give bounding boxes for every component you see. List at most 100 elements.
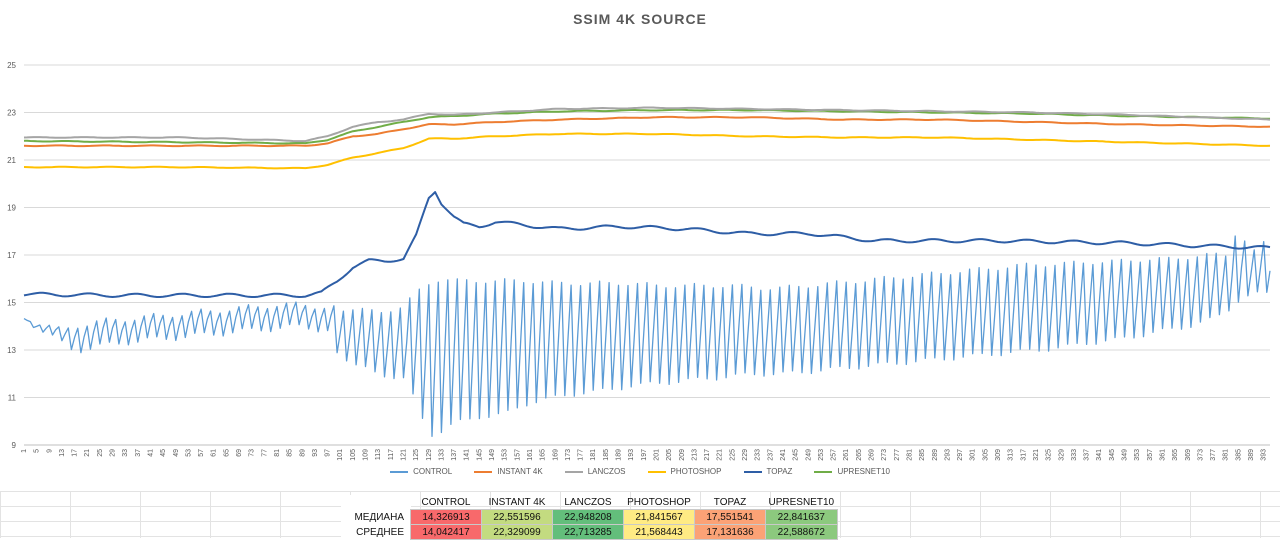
- x-tick-label: 53: [185, 449, 192, 457]
- legend-swatch: [474, 470, 493, 473]
- x-tick-label: 249: [805, 449, 812, 461]
- stats-cell[interactable]: 22,588672: [765, 524, 838, 540]
- x-tick-label: 93: [312, 449, 319, 457]
- stats-row-label[interactable]: СРЕДНЕЕ: [341, 524, 411, 540]
- legend-item-lanczos: LANCZOS: [564, 467, 626, 476]
- x-tick-label: 293: [944, 449, 951, 461]
- legend-item-photoshop: PHOTOSHOP: [647, 467, 722, 476]
- stats-row-label[interactable]: МЕДИАНА: [341, 509, 411, 525]
- stats-cell[interactable]: 21,841567: [623, 509, 695, 525]
- x-tick-label: 349: [1122, 449, 1129, 461]
- legend-label: PHOTOSHOP: [670, 467, 722, 476]
- stats-cell[interactable]: 17,551541: [694, 509, 766, 525]
- series-line-lanczos: [23, 106, 1271, 143]
- x-tick-label: 173: [565, 449, 572, 461]
- x-tick-label: 201: [653, 449, 660, 461]
- x-tick-label: 213: [691, 449, 698, 461]
- x-tick-label: 237: [767, 449, 774, 461]
- x-tick-label: 365: [1172, 449, 1179, 461]
- stats-cell[interactable]: 22,948208: [552, 509, 624, 525]
- x-tick-label: 285: [919, 449, 926, 461]
- x-tick-label: 105: [350, 449, 357, 461]
- y-tick-label: 17: [7, 251, 16, 260]
- x-tick-label: 57: [198, 449, 205, 457]
- series-line-topaz: [23, 191, 1271, 298]
- legend-swatch: [743, 470, 762, 473]
- x-tick-label: 69: [236, 449, 243, 457]
- x-tick-label: 1: [21, 449, 28, 453]
- x-tick-label: 333: [1071, 449, 1078, 461]
- legend-label: INSTANT 4K: [497, 467, 543, 476]
- x-tick-label: 281: [906, 449, 913, 461]
- x-tick-label: 81: [274, 449, 281, 457]
- x-tick-label: 273: [881, 449, 888, 461]
- x-tick-label: 253: [818, 449, 825, 461]
- y-tick-label: 23: [7, 109, 16, 118]
- x-tick-label: 129: [426, 449, 433, 461]
- x-tick-label: 33: [122, 449, 129, 457]
- x-tick-label: 325: [1046, 449, 1053, 461]
- x-tick-label: 133: [438, 449, 445, 461]
- stats-cell[interactable]: 22,551596: [481, 509, 553, 525]
- x-tick-label: 101: [337, 449, 344, 461]
- x-tick-label: 369: [1185, 449, 1192, 461]
- x-tick-label: 353: [1134, 449, 1141, 461]
- x-tick-label: 389: [1248, 449, 1255, 461]
- x-tick-label: 49: [173, 449, 180, 457]
- y-tick-label: 19: [7, 204, 16, 213]
- x-tick-label: 317: [1020, 449, 1027, 461]
- legend-item-upresnet10: UPRESNET10: [814, 467, 890, 476]
- x-tick-label: 141: [464, 449, 471, 461]
- stats-table: CONTROL INSTANT 4K LANCZOS PHOTOSHOP TOP…: [341, 495, 838, 540]
- stats-cell[interactable]: 14,326913: [410, 509, 482, 525]
- x-tick-label: 265: [856, 449, 863, 461]
- y-tick-label: 21: [7, 156, 16, 165]
- x-tick-label: 177: [578, 449, 585, 461]
- x-tick-label: 185: [603, 449, 610, 461]
- x-tick-label: 289: [932, 449, 939, 461]
- x-tick-label: 297: [957, 449, 964, 461]
- x-tick-label: 329: [1058, 449, 1065, 461]
- x-tick-label: 385: [1235, 449, 1242, 461]
- x-tick-label: 217: [704, 449, 711, 461]
- x-tick-label: 305: [982, 449, 989, 461]
- stats-header-instant-4k[interactable]: INSTANT 4K: [488, 496, 546, 508]
- x-tick-label: 153: [502, 449, 509, 461]
- stats-header-topaz[interactable]: TOPAZ: [713, 496, 747, 508]
- stats-cell[interactable]: 22,329099: [481, 524, 553, 540]
- stats-cell[interactable]: 22,841637: [765, 509, 838, 525]
- stats-header-control[interactable]: CONTROL: [421, 496, 471, 508]
- stats-header-photoshop[interactable]: PHOTOSHOP: [627, 496, 691, 508]
- x-tick-label: 381: [1223, 449, 1230, 461]
- legend-item-instant-4k: INSTANT 4K: [474, 467, 543, 476]
- stats-header-lanczos[interactable]: LANCZOS: [564, 496, 612, 508]
- x-tick-label: 65: [223, 449, 230, 457]
- stats-cell[interactable]: 21,568443: [623, 524, 695, 540]
- chart-legend: CONTROL INSTANT 4K LANCZOS PHOTOSHOP TOP…: [0, 467, 1280, 476]
- stats-header-row: CONTROL INSTANT 4K LANCZOS PHOTOSHOP TOP…: [341, 495, 837, 510]
- x-tick-label: 257: [831, 449, 838, 461]
- stats-cell[interactable]: 14,042417: [410, 524, 482, 540]
- x-tick-label: 341: [1096, 449, 1103, 461]
- x-tick-label: 37: [135, 449, 142, 457]
- x-tick-label: 269: [869, 449, 876, 461]
- x-tick-label: 357: [1147, 449, 1154, 461]
- x-tick-label: 137: [451, 449, 458, 461]
- x-tick-label: 221: [717, 449, 724, 461]
- x-tick-label: 145: [476, 449, 483, 461]
- x-tick-label: 197: [641, 449, 648, 461]
- x-tick-label: 17: [72, 449, 79, 457]
- x-tick-label: 161: [527, 449, 534, 461]
- stats-cell[interactable]: 22,713285: [552, 524, 624, 540]
- x-tick-label: 321: [1033, 449, 1040, 461]
- x-tick-label: 205: [666, 449, 673, 461]
- series-line-control: [23, 235, 1271, 437]
- x-tick-label: 29: [110, 449, 117, 457]
- x-tick-label: 241: [780, 449, 787, 461]
- y-tick-label: 13: [7, 346, 16, 355]
- stats-header-upresnet10[interactable]: UPRESNET10: [768, 496, 835, 508]
- stats-corner-cell[interactable]: [341, 495, 411, 510]
- x-tick-label: 77: [261, 449, 268, 457]
- stats-cell[interactable]: 17,131636: [694, 524, 766, 540]
